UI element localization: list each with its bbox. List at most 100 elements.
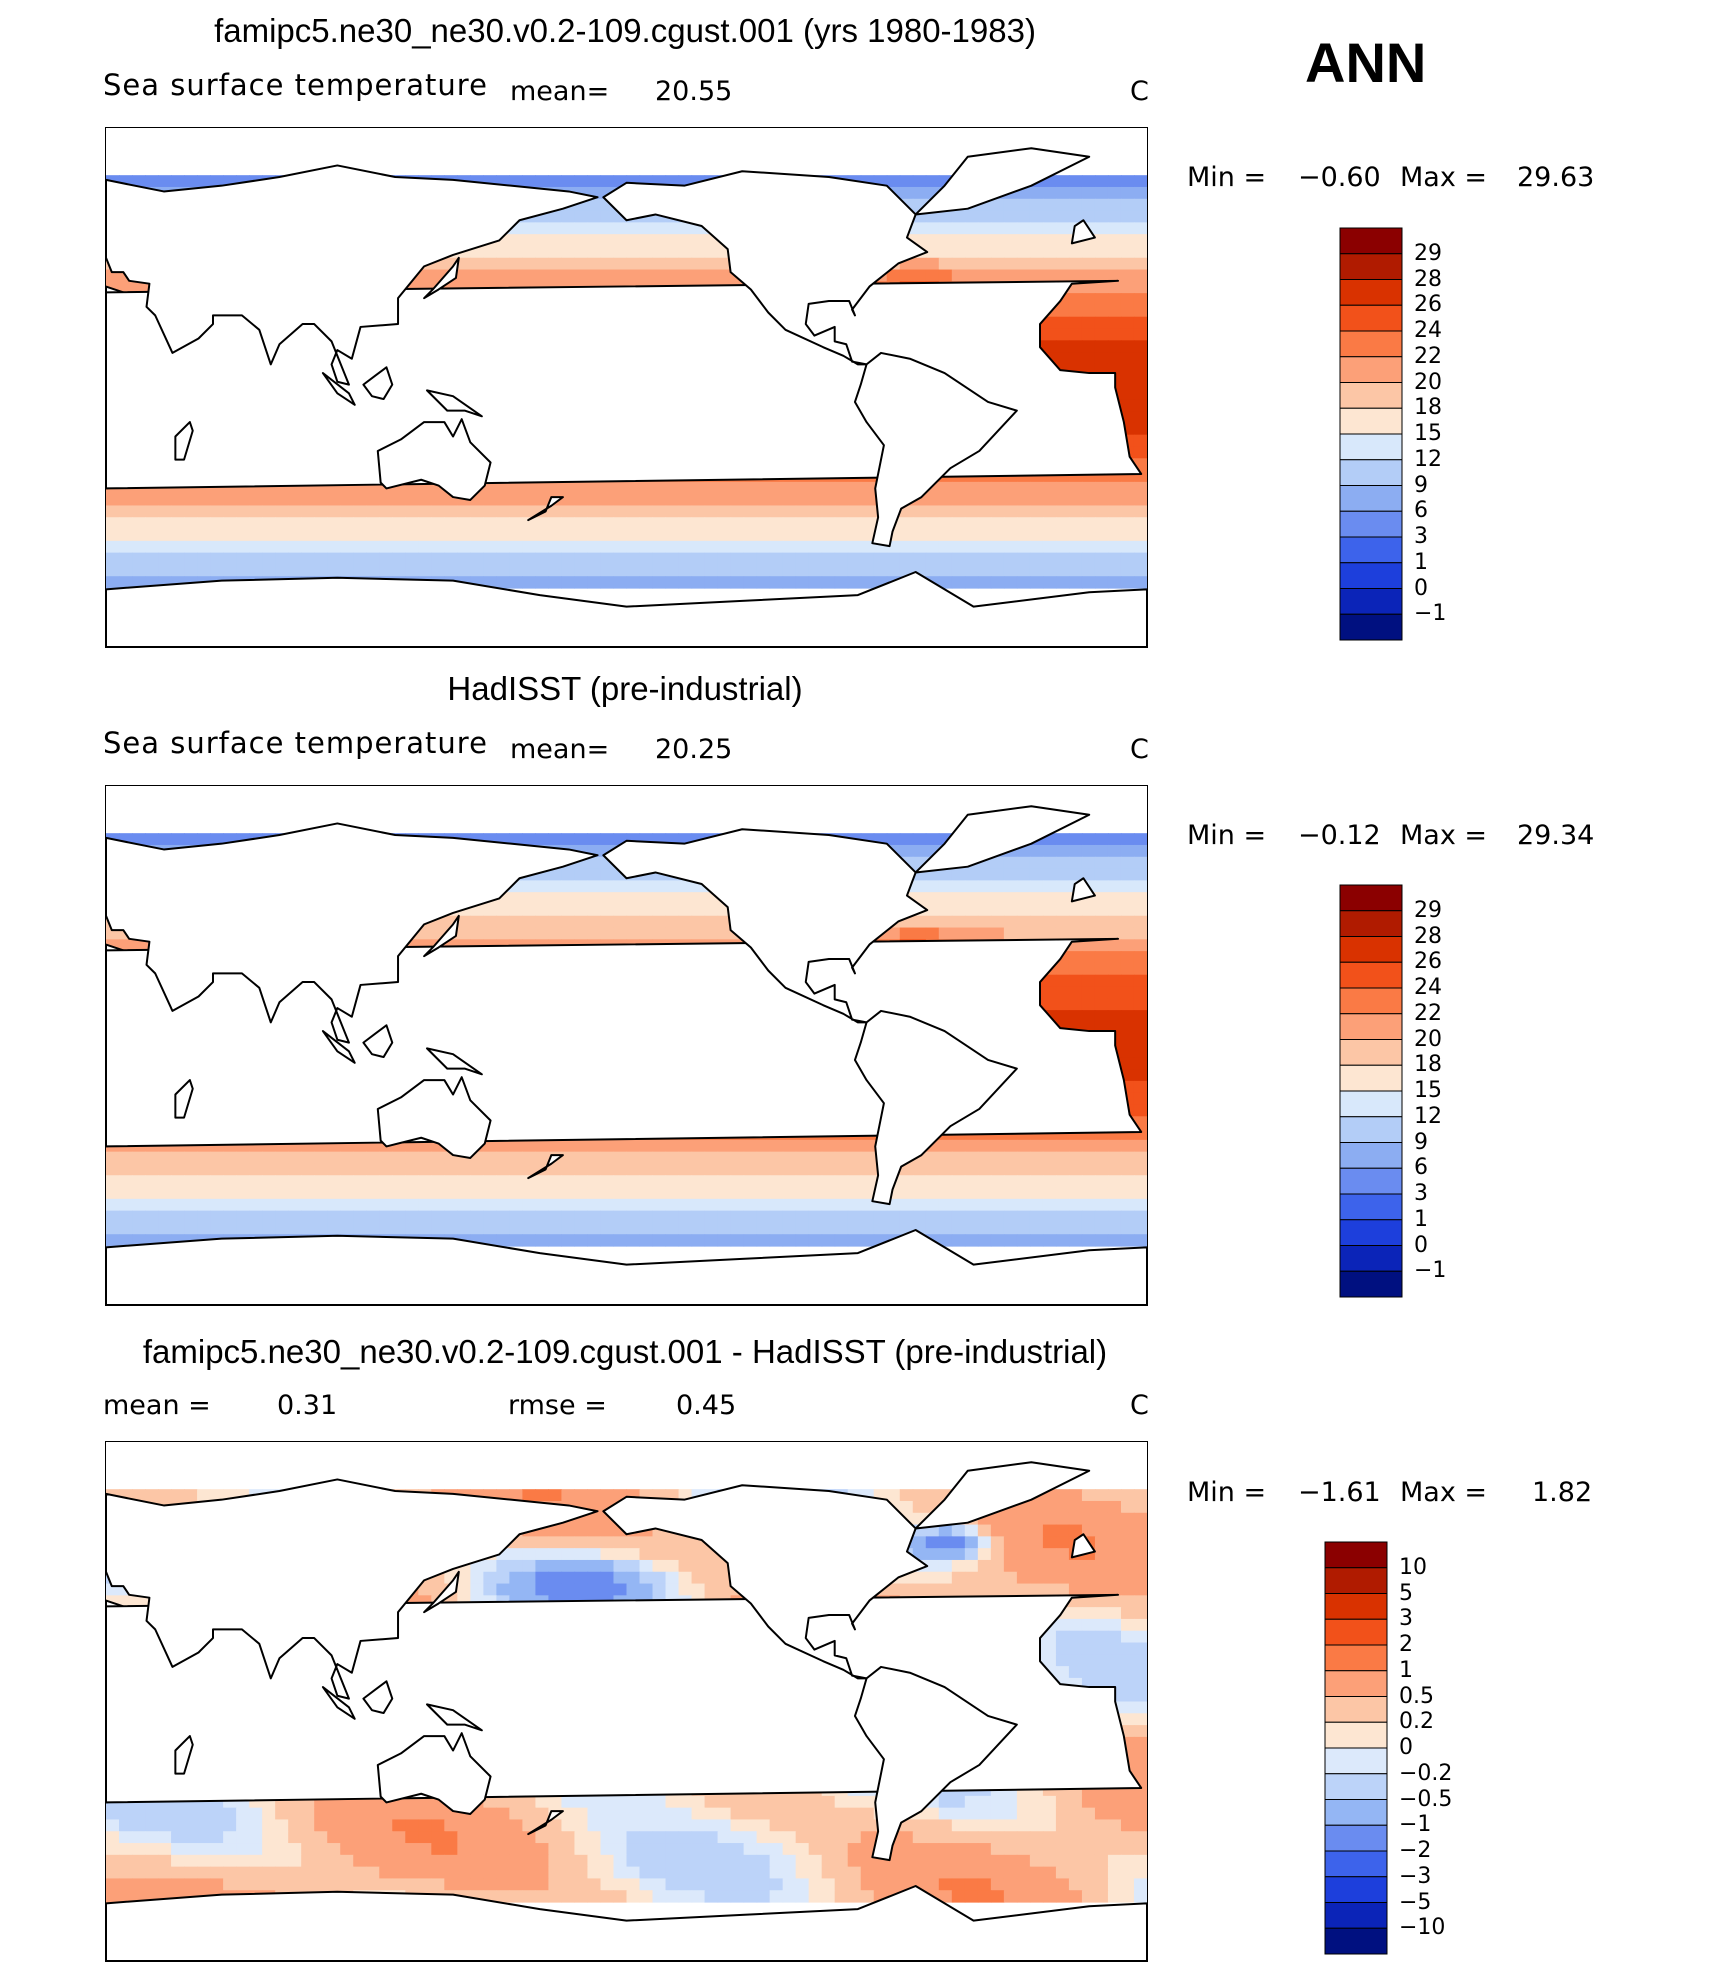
sst-cell [925, 892, 940, 905]
sst-cell [808, 529, 823, 542]
sst-cell [210, 175, 224, 188]
sst-cell [561, 903, 576, 917]
sst-cell [652, 517, 667, 530]
sst-cell [1068, 328, 1083, 341]
colorbar-swatch [1339, 562, 1403, 589]
sst-cell [106, 552, 120, 566]
sst-cell [1042, 493, 1057, 507]
sst-cell [1120, 856, 1135, 870]
sst-cell [808, 540, 823, 554]
sst-cell [587, 175, 602, 188]
sst-cell [1029, 552, 1044, 566]
sst-cell [977, 493, 992, 507]
sst-cell [509, 493, 523, 507]
sst-cell [1133, 399, 1147, 412]
sst-cell [509, 245, 523, 259]
sst-cell [457, 257, 471, 271]
sst-cell [509, 540, 523, 554]
sst-cell [119, 939, 133, 952]
sst-cell [1094, 915, 1109, 929]
sst-cell [925, 529, 940, 542]
sst-cell [730, 576, 745, 589]
sst-cell [964, 903, 979, 917]
sst-cell [756, 517, 771, 530]
sst-cell [951, 269, 966, 282]
sst-cell [1094, 1010, 1109, 1023]
colorbar-tick-label: −1 [1414, 601, 1447, 627]
sst-cell [977, 269, 992, 282]
sst-cell [470, 257, 484, 271]
coastline-samerica [853, 351, 1018, 548]
sst-cell [899, 540, 914, 554]
sst-cell [366, 493, 380, 507]
sst-cell [574, 564, 589, 577]
sst-cell [886, 175, 901, 188]
sst-cell [938, 505, 953, 518]
sst-cell [522, 540, 537, 554]
sst-cell [431, 552, 445, 566]
sst-cell [639, 222, 654, 235]
sst-cell [236, 564, 250, 577]
sst-cell [847, 505, 862, 518]
sst-cell [613, 1139, 628, 1153]
sst-cell [548, 481, 563, 495]
sst-cell [1003, 505, 1018, 518]
sst-cell [1055, 505, 1070, 518]
sst-cell [743, 493, 758, 507]
sst-cell [561, 245, 576, 259]
sst-cell [574, 517, 589, 530]
sst-cell [470, 564, 484, 577]
sst-cell [1120, 375, 1135, 389]
sst-cell [522, 1139, 537, 1153]
sst-cell [899, 529, 914, 542]
sst-cell [1120, 564, 1135, 577]
sst-cell [1055, 316, 1070, 330]
sst-cell [1003, 564, 1018, 577]
sst-cell [132, 175, 146, 188]
sst-cell [639, 927, 654, 940]
sst-cell [496, 517, 510, 530]
sst-cell [964, 915, 979, 929]
sst-cell [795, 517, 810, 530]
sst-cell [938, 915, 953, 929]
sst-cell [639, 1139, 654, 1153]
sst-cell [678, 517, 693, 530]
sst-cell [314, 493, 328, 507]
sst-cell [1120, 198, 1135, 212]
sst-cell [795, 576, 810, 589]
sst-cell [808, 481, 823, 495]
sst-cell [587, 915, 602, 929]
sst-cell [704, 552, 719, 566]
sst-cell [1042, 880, 1057, 893]
sst-cell [1068, 293, 1083, 306]
sst-cell [236, 540, 250, 554]
sst-cell [1029, 892, 1044, 905]
coastline-eurasia [106, 164, 599, 386]
sst-cell [483, 552, 497, 566]
sst-cell [600, 175, 615, 188]
sst-cell [249, 552, 263, 566]
sst-cell [743, 1139, 758, 1153]
sst-cell [886, 564, 901, 577]
sst-cell [353, 552, 367, 566]
sst-cell [1016, 481, 1031, 495]
sst-cell [925, 880, 940, 893]
sst-cell [392, 505, 406, 518]
sst-cell [1107, 493, 1122, 507]
sst-cell [405, 517, 419, 530]
sst-cell [145, 833, 159, 846]
colorbar-swatch [1339, 485, 1403, 512]
sst-cell [262, 564, 276, 577]
sst-cell [834, 540, 849, 554]
sst-cell [132, 529, 146, 542]
sst-cell [717, 257, 732, 271]
coastline-nz [527, 496, 564, 522]
sst-cell [1133, 974, 1147, 988]
sst-cell [574, 175, 589, 188]
sst-cell [678, 927, 693, 940]
sst-cell [626, 915, 641, 929]
sst-cell [925, 234, 940, 247]
sst-cell [431, 529, 445, 542]
sst-cell [509, 892, 523, 905]
sst-cell [1068, 505, 1083, 518]
